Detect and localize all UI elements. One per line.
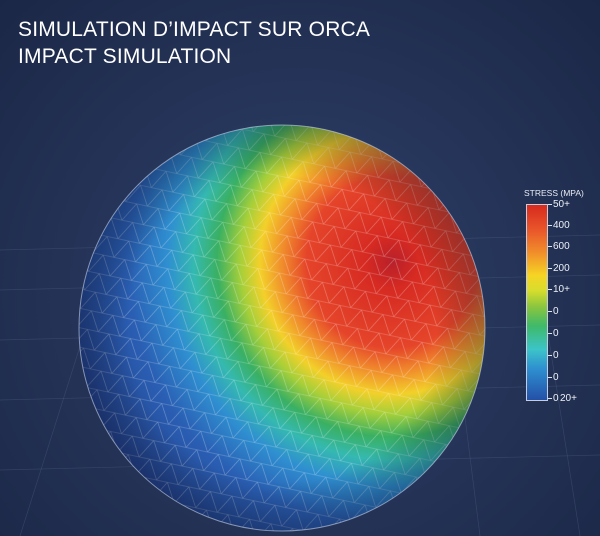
page-title: SIMULATION D’IMPACT SUR ORCA IMPACT SIMU… [18, 16, 370, 70]
legend-tick: 0 [548, 393, 559, 404]
title-french: SIMULATION D’IMPACT SUR ORCA [18, 18, 371, 41]
legend-tick: 0 [548, 306, 559, 317]
legend-tick: 0 [548, 372, 559, 383]
legend-title: STRESS (MPA) [524, 188, 584, 198]
legend-tick: 50+ [548, 199, 570, 210]
legend-tick: 400 [548, 220, 570, 231]
legend-tick: 600 [548, 241, 570, 252]
legend-tick: 0 [548, 328, 559, 339]
stress-legend: STRESS (MPA) 50+ 400 600 200 10+ 0 0 0 0… [522, 188, 600, 404]
title-english: IMPACT SIMULATION [18, 45, 232, 68]
color-scale-bar [526, 204, 548, 401]
legend-extra-label: 20+ [560, 393, 577, 404]
legend-tick: 0 [548, 350, 559, 361]
legend-tick: 200 [548, 263, 570, 274]
legend-tick: 10+ [548, 284, 570, 295]
sphere-outline [78, 124, 486, 532]
